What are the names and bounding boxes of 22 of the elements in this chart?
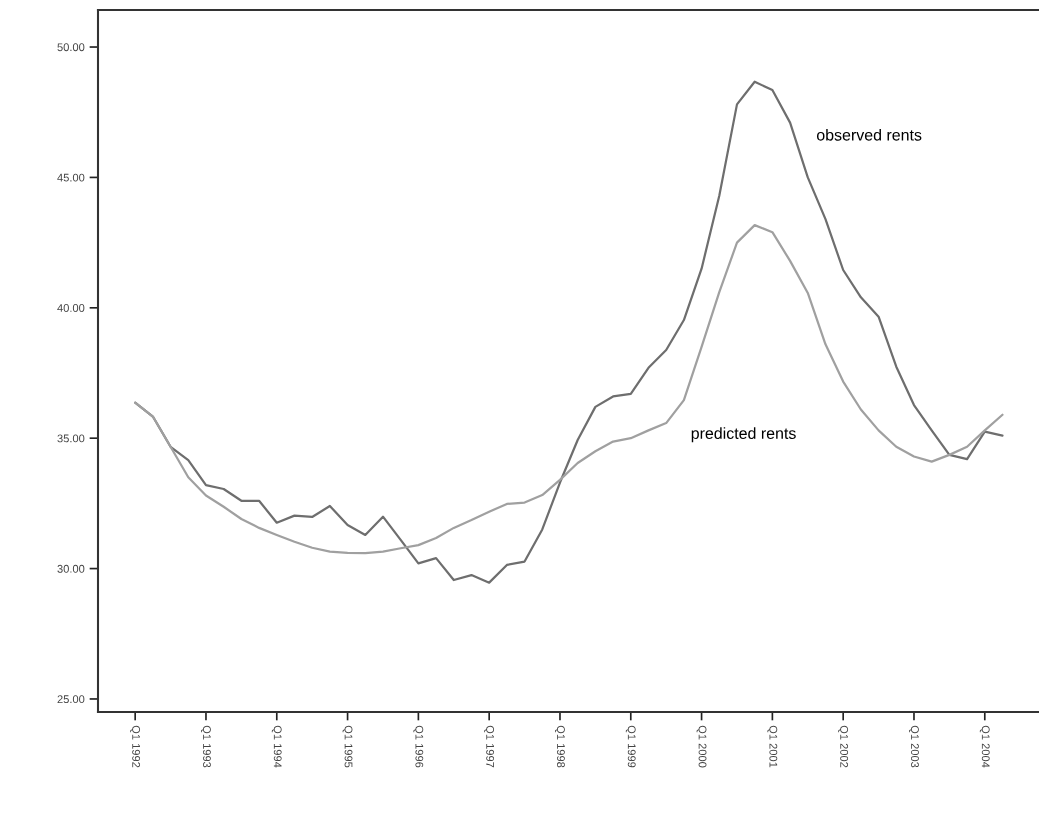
annotation: predicted rents — [691, 427, 796, 443]
x-tick-label: Q1 2003 — [909, 725, 919, 768]
y-tick-label: 35.00 — [57, 434, 85, 443]
x-tick-label: Q1 1996 — [413, 725, 424, 768]
line-series — [134, 224, 1004, 555]
x-tick-label: Q1 1992 — [130, 725, 141, 768]
x-tick-label: Q1 2002 — [838, 725, 849, 768]
x-tick-label: Q1 1998 — [555, 725, 565, 768]
y-tick-label: 50.00 — [57, 43, 85, 52]
y-tick-label: 40.00 — [57, 304, 85, 312]
x-tick-label: Q1 2000 — [696, 725, 707, 768]
x-tick-label: Q1 1993 — [201, 725, 211, 768]
y-tick-label: 25.00 — [57, 695, 85, 704]
y-tick-label: 45.00 — [57, 173, 85, 182]
x-tick-label: Q1 2001 — [767, 725, 778, 768]
annotation: observed rents — [816, 128, 922, 141]
x-tick-label: Q1 1999 — [625, 725, 636, 768]
x-tick-label: Q1 1995 — [342, 725, 353, 768]
x-tick-label: Q1 1994 — [271, 725, 282, 768]
y-tick-label: 30.00 — [57, 564, 85, 573]
x-tick-label: Q1 2004 — [979, 725, 990, 768]
x-tick-label: Q1 1997 — [484, 725, 495, 768]
